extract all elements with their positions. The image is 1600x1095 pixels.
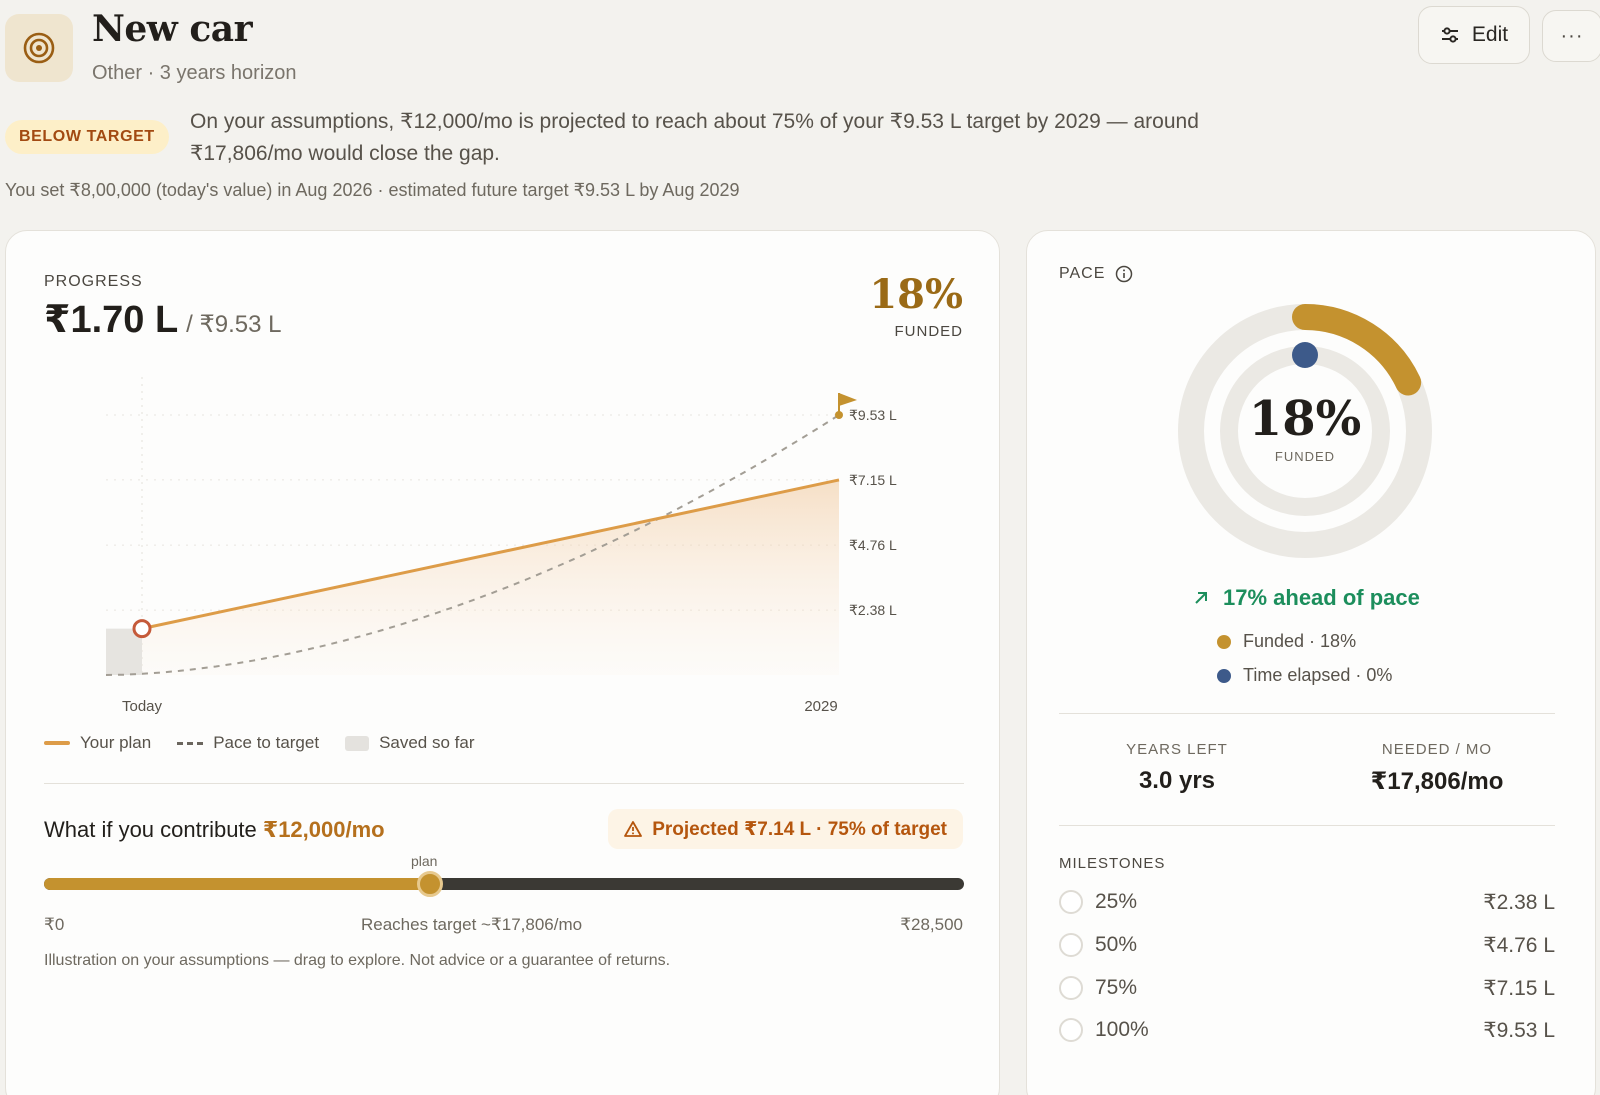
- sliders-icon: [1441, 27, 1458, 43]
- legend-pace-label: Pace to target: [213, 733, 320, 752]
- y-tick-label: ₹4.76 L: [849, 537, 897, 553]
- elapsed-marker: [1292, 342, 1318, 368]
- target-amount: / ₹9.53 L: [186, 311, 282, 338]
- page-subtitle: Other · 3 years horizon: [92, 62, 297, 84]
- warning-icon: [624, 821, 643, 837]
- legend-your-plan-swatch: [44, 741, 70, 745]
- pace-kicker-row: PACE: [1059, 265, 1133, 283]
- legend-funded-label: Funded · 18%: [1243, 631, 1357, 651]
- pace-status: 17% ahead of pace: [1193, 585, 1420, 611]
- divider: [1059, 713, 1555, 714]
- ring-percent: 18%: [1248, 391, 1362, 447]
- legend-funded: Funded · 18%: [1217, 631, 1356, 652]
- target-icon: [23, 32, 55, 64]
- milestone-amount: ₹9.53 L: [1483, 1018, 1555, 1042]
- edit-button[interactable]: Edit: [1418, 6, 1530, 64]
- slider-max-label: ₹28,500: [900, 915, 963, 934]
- info-icon[interactable]: [1115, 265, 1133, 283]
- milestone-row[interactable]: 100% ₹9.53 L: [1059, 1015, 1555, 1045]
- your-plan-line: [141, 478, 840, 631]
- legend-saved: Saved so far: [345, 733, 475, 753]
- slider-min-label: ₹0: [44, 915, 65, 934]
- legend-your-plan-label: Your plan: [80, 733, 152, 752]
- milestone-row[interactable]: 50% ₹4.76 L: [1059, 930, 1555, 960]
- milestone-pct: 75%: [1095, 976, 1138, 999]
- milestone-amount: ₹2.38 L: [1483, 890, 1555, 914]
- needed-label: NEEDED / MO: [1381, 741, 1493, 758]
- ring-label: FUNDED: [1274, 449, 1336, 464]
- elapsed-dot: [1217, 668, 1231, 683]
- contribution-slider-thumb[interactable]: [417, 871, 444, 897]
- years-left-label: YEARS LEFT: [1126, 741, 1228, 758]
- milestone-check: [1059, 933, 1083, 957]
- funded-arc: [1292, 304, 1422, 396]
- pace-card: PACE 18% FUNDED 17% ahead of pace Funded…: [1026, 230, 1596, 1095]
- legend-elapsed-label: Time elapsed · 0%: [1243, 665, 1393, 685]
- projection-summary: On your assumptions, ₹12,000/mo is proje…: [190, 110, 1199, 165]
- milestone-pct: 100%: [1095, 1018, 1149, 1041]
- funded-dot: [1217, 634, 1231, 649]
- edit-button-label: Edit: [1471, 23, 1509, 46]
- legend-elapsed: Time elapsed · 0%: [1217, 665, 1392, 686]
- contribution-slider-track[interactable]: [44, 878, 964, 890]
- legend-saved-swatch: [345, 735, 370, 751]
- funded-label: FUNDED: [894, 323, 963, 340]
- pace-ring: [1178, 304, 1432, 558]
- x-tick-label: 2029: [804, 698, 837, 715]
- chart-legend: Your plan Pace to target Saved so far: [44, 733, 475, 753]
- y-tick-label: ₹2.38 L: [849, 602, 897, 618]
- pace-to-target-line: [105, 414, 840, 676]
- milestone-check: [1059, 976, 1083, 1000]
- status-badge: BELOW TARGET: [5, 120, 169, 154]
- milestone-check: [1059, 1018, 1083, 1042]
- milestone-amount: ₹4.76 L: [1483, 933, 1555, 957]
- plan-marker-label: plan: [411, 853, 438, 869]
- milestone-row[interactable]: 25% ₹2.38 L: [1059, 887, 1555, 917]
- pace-kicker: PACE: [1059, 265, 1106, 282]
- funded-percent: 18%: [869, 271, 963, 318]
- legend-saved-label: Saved so far: [379, 733, 475, 752]
- flag-icon: [839, 393, 857, 406]
- divider: [1059, 825, 1555, 826]
- saved-amount: ₹1.70 L: [44, 299, 179, 341]
- more-icon: ···: [1560, 24, 1584, 47]
- saved-so-far-bar: [106, 628, 142, 675]
- x-tick-label: Today: [122, 698, 163, 715]
- y-tick-label: ₹9.53 L: [849, 407, 897, 423]
- today-marker: [132, 619, 152, 639]
- projection-text: Projected ₹7.14 L · 75% of target: [652, 818, 947, 840]
- legend-pace: Pace to target: [177, 733, 319, 753]
- target-note: You set ₹8,00,000 (today's value) in Aug…: [5, 180, 740, 200]
- more-options-button[interactable]: ···: [1542, 10, 1600, 62]
- legend-your-plan: Your plan: [44, 733, 151, 753]
- milestones-kicker: MILESTONES: [1059, 855, 1166, 872]
- milestone-pct: 50%: [1095, 933, 1138, 956]
- projection-pill: Projected ₹7.14 L · 75% of target: [608, 809, 963, 849]
- divider: [44, 783, 964, 784]
- whatif-heading: What if you contribute ₹12,000/mo: [44, 817, 385, 843]
- milestone-amount: ₹7.15 L: [1483, 976, 1555, 1000]
- milestone-row[interactable]: 75% ₹7.15 L: [1059, 973, 1555, 1003]
- progress-kicker: PROGRESS: [44, 273, 143, 290]
- contribution-slider-fill: [44, 878, 431, 890]
- legend-pace-swatch: [177, 741, 204, 745]
- disclaimer: Illustration on your assumptions — drag …: [44, 952, 671, 969]
- arrow-up-right-icon: [1195, 592, 1207, 604]
- slider-target-label: Reaches target ~₹17,806/mo: [361, 915, 583, 934]
- whatif-prefix: What if you contribute: [44, 817, 263, 842]
- page-title: New car: [92, 8, 253, 50]
- y-tick-label: ₹7.15 L: [849, 472, 897, 488]
- needed-value: ₹17,806/mo: [1370, 768, 1504, 795]
- pace-status-text: 17% ahead of pace: [1223, 585, 1420, 610]
- whatif-amount: ₹12,000/mo: [262, 817, 385, 842]
- progress-card: PROGRESS ₹1.70 L / ₹9.53 L 18% FUNDED ₹2…: [5, 230, 1000, 1095]
- progress-chart: ₹2.38 L ₹4.76 L ₹7.15 L ₹9.53 L Today 2029: [105, 377, 897, 715]
- goal-icon: [5, 14, 73, 82]
- milestone-check: [1059, 890, 1083, 914]
- progress-amount: ₹1.70 L / ₹9.53 L: [44, 297, 282, 342]
- plan-area: [142, 479, 839, 675]
- years-left-value: 3.0 yrs: [1138, 767, 1216, 794]
- milestone-pct: 25%: [1095, 890, 1138, 913]
